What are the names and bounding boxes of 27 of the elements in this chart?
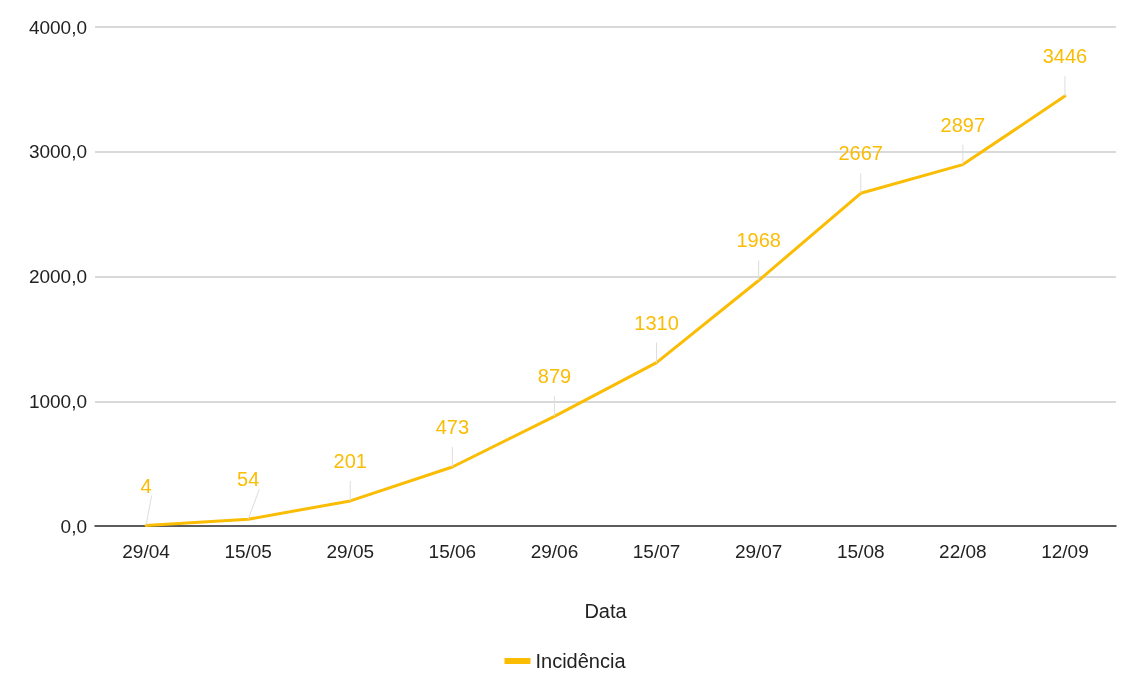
x-tick-label: 29/06 xyxy=(530,541,579,562)
data-label: 879 xyxy=(537,365,572,388)
y-tick-label: 0,0 xyxy=(60,515,87,537)
data-label: 3446 xyxy=(1042,45,1088,68)
data-label: 1310 xyxy=(634,311,679,334)
x-tick-label: 29/04 xyxy=(122,541,171,562)
x-tick-label: 29/07 xyxy=(734,541,783,562)
x-tick-label: 15/08 xyxy=(836,541,885,562)
x-tick-label: 15/07 xyxy=(632,541,681,562)
legend-label: Incidência xyxy=(535,650,627,672)
data-label: 4 xyxy=(140,474,152,497)
data-label: 2667 xyxy=(838,142,883,165)
x-tick-label: 15/06 xyxy=(428,541,477,562)
data-label: 201 xyxy=(333,449,367,472)
x-axis-title: Data xyxy=(584,600,628,622)
x-tick-label: 15/05 xyxy=(224,541,272,562)
data-label: 473 xyxy=(435,415,470,438)
y-tick-label: 4000,0 xyxy=(28,16,87,38)
y-tick-label: 2000,0 xyxy=(28,266,87,287)
x-tick-label: 29/05 xyxy=(326,541,375,562)
data-label: 1968 xyxy=(736,229,781,252)
x-tick-label: 12/09 xyxy=(1041,541,1089,562)
y-tick-label: 1000,0 xyxy=(28,390,87,412)
x-tick-label: 22/08 xyxy=(939,541,987,562)
data-label: 2897 xyxy=(940,113,986,136)
data-label: 54 xyxy=(237,468,260,491)
y-tick-label: 3000,0 xyxy=(28,141,87,163)
